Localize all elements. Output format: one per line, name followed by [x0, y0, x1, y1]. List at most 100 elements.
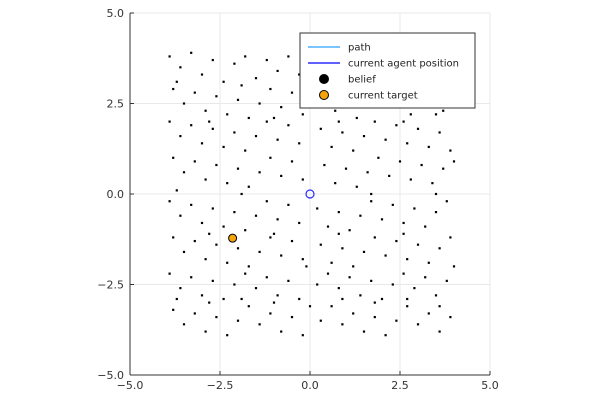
y-tick-label: 0.0: [107, 188, 125, 201]
belief-point: [301, 258, 304, 261]
legend-label-current-target: current target: [348, 91, 418, 102]
belief-point: [211, 127, 214, 130]
belief-point: [272, 301, 276, 304]
belief-point: [330, 145, 333, 149]
belief-point: [330, 305, 333, 308]
y-tick-label: 2.5: [107, 98, 125, 111]
belief-point: [265, 58, 268, 62]
belief-point: [373, 236, 376, 239]
belief-point: [200, 142, 204, 145]
belief-point: [290, 91, 294, 94]
belief-point: [236, 98, 240, 101]
belief-point: [247, 265, 250, 268]
belief-point: [222, 80, 225, 83]
belief-point: [341, 297, 344, 301]
belief-point: [179, 66, 182, 69]
belief-point: [355, 185, 358, 188]
belief-point: [287, 203, 290, 206]
belief-point: [182, 250, 186, 254]
data-marks: [168, 51, 456, 337]
belief-point: [298, 221, 301, 225]
belief-point: [416, 243, 420, 246]
belief-point: [434, 192, 438, 196]
belief-point: [182, 102, 186, 105]
belief-point: [442, 167, 445, 170]
belief-point: [452, 265, 456, 268]
belief-point: [208, 301, 211, 304]
belief-point: [445, 200, 448, 203]
belief-point: [384, 334, 387, 337]
belief-point: [280, 330, 283, 333]
belief-point: [240, 297, 243, 301]
belief-point: [226, 113, 229, 116]
belief-point: [254, 77, 258, 80]
belief-point: [434, 113, 438, 116]
belief-point: [395, 319, 398, 322]
belief-point: [193, 239, 196, 243]
belief-point: [406, 142, 409, 145]
belief-point: [190, 276, 193, 279]
belief-point: [258, 323, 261, 326]
belief-point: [269, 87, 272, 91]
belief-point: [427, 261, 430, 264]
belief-point: [380, 218, 384, 221]
belief-point: [208, 120, 211, 123]
belief-point: [190, 51, 193, 54]
belief-point: [272, 232, 276, 235]
belief-point: [265, 200, 268, 203]
belief-point: [334, 182, 337, 185]
belief-point: [244, 272, 247, 275]
belief-point: [348, 229, 351, 232]
belief-point: [431, 182, 434, 185]
belief-point: [211, 58, 214, 62]
belief-point: [226, 261, 229, 264]
belief-point: [233, 283, 236, 286]
belief-point: [395, 239, 398, 243]
belief-point: [398, 160, 402, 163]
belief-point: [384, 254, 387, 257]
belief-point: [416, 127, 420, 130]
belief-point: [168, 272, 171, 275]
belief-point: [402, 221, 405, 225]
belief-point: [341, 247, 344, 250]
belief-point: [240, 84, 243, 87]
belief-point: [287, 55, 290, 58]
belief-point: [269, 156, 272, 159]
belief-point: [326, 272, 330, 275]
belief-point: [193, 312, 196, 315]
belief-point: [222, 297, 225, 301]
belief-point: [276, 218, 279, 221]
belief-point: [406, 305, 409, 308]
belief-point: [179, 134, 182, 138]
belief-point: [204, 258, 207, 261]
belief-point: [236, 167, 240, 170]
belief-point: [200, 73, 204, 76]
belief-point: [280, 106, 283, 109]
belief-point: [211, 207, 214, 210]
belief-point: [373, 120, 376, 123]
belief-point: [272, 116, 276, 120]
belief-point: [330, 261, 333, 264]
belief-point: [236, 319, 240, 322]
belief-point: [290, 239, 294, 243]
belief-point: [449, 236, 452, 239]
belief-point: [276, 294, 279, 297]
x-tick-label: 2.5: [391, 379, 409, 392]
belief-point: [172, 236, 175, 239]
belief-point: [215, 163, 218, 167]
belief-point: [215, 95, 218, 98]
belief-point: [168, 120, 171, 123]
belief-point: [222, 225, 225, 228]
belief-point: [427, 145, 430, 149]
belief-point: [204, 178, 207, 181]
belief-point: [233, 131, 236, 134]
belief-point: [258, 171, 261, 174]
belief-point: [406, 258, 409, 261]
belief-point: [233, 211, 236, 214]
belief-point: [409, 113, 412, 116]
belief-point: [226, 182, 229, 185]
legend-label-path: path: [348, 43, 371, 54]
belief-point: [337, 232, 340, 235]
belief-point: [452, 160, 456, 163]
belief-point: [247, 305, 250, 308]
